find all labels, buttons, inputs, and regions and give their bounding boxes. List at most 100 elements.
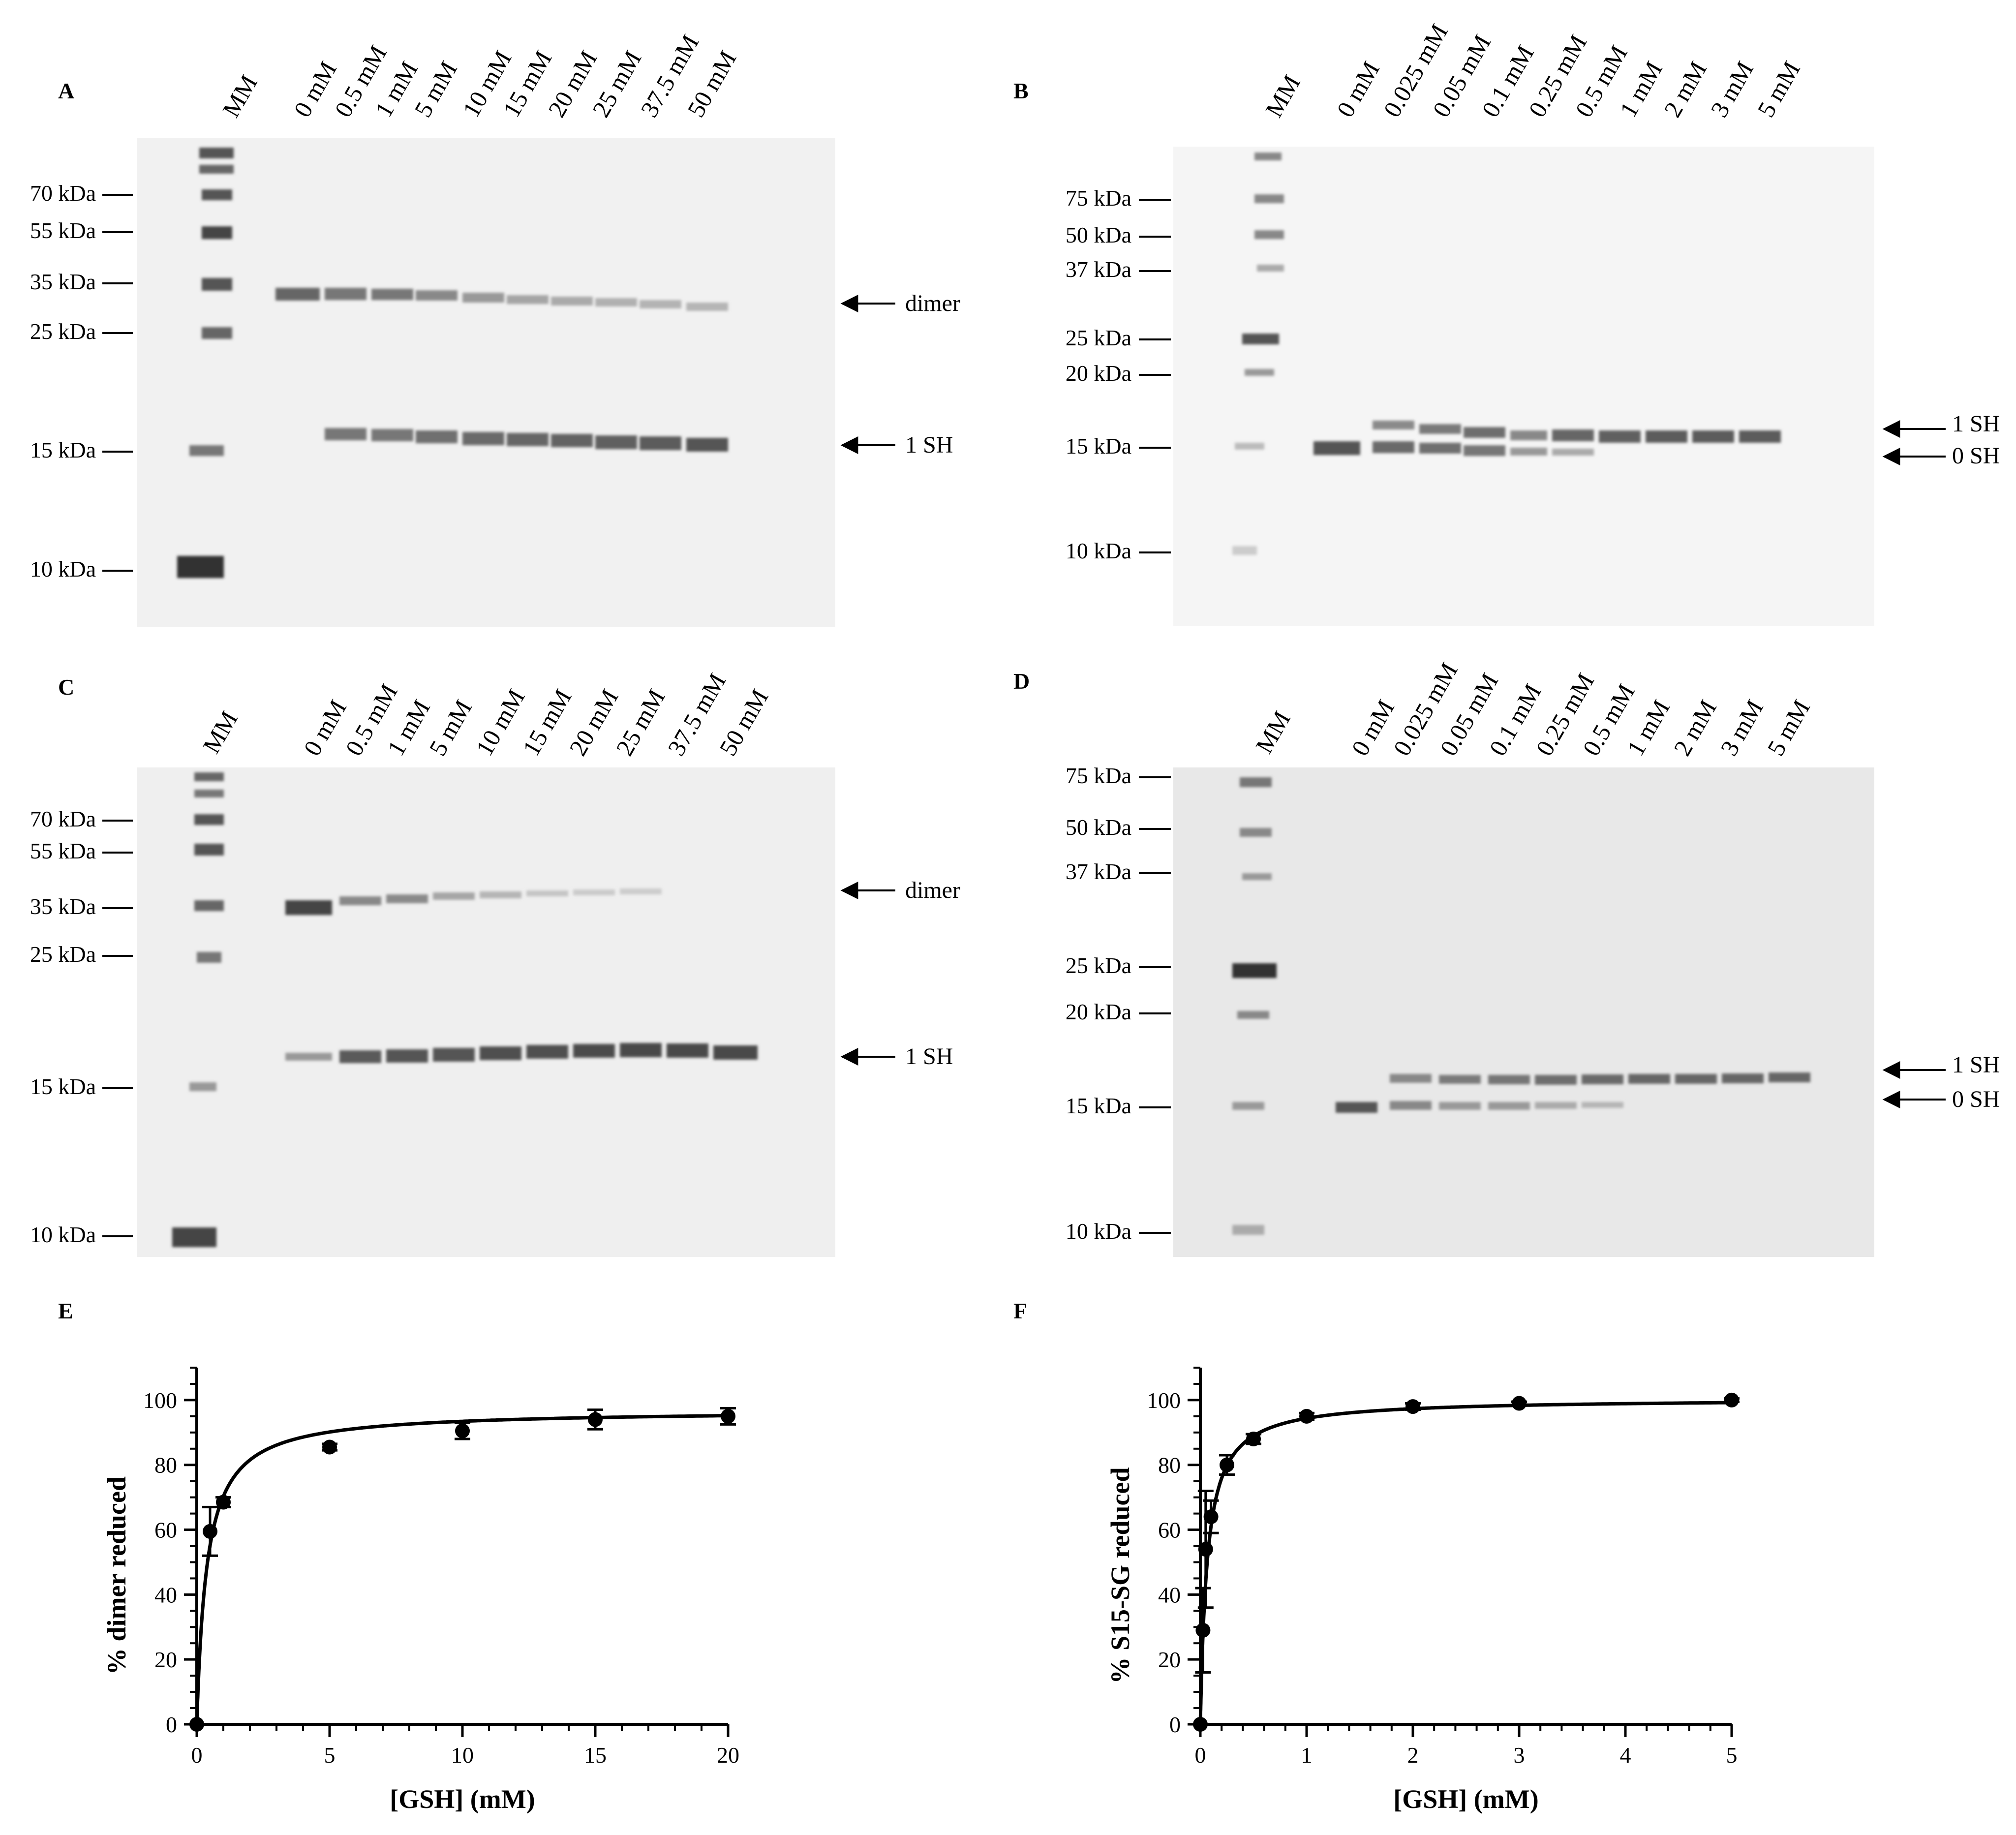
gel-band [620, 888, 662, 894]
panel-b-1sh-bands [1373, 421, 1781, 443]
gel-band [1373, 441, 1414, 453]
data-point [1198, 1542, 1213, 1557]
gel-band [1582, 1074, 1623, 1084]
gel-band [462, 432, 504, 445]
y-axis-title: % S15-SG reduced [1105, 1467, 1135, 1683]
data-point [1724, 1392, 1739, 1407]
marker-band [189, 1082, 216, 1091]
mw-label: 25 kDa [30, 942, 96, 967]
panel-c-marker-label: MM [197, 706, 243, 758]
gel-band [573, 1044, 615, 1058]
mw-label: 10 kDa [30, 556, 96, 581]
gel-band [526, 890, 568, 896]
marker-band [199, 148, 234, 158]
marker-band [1254, 230, 1284, 239]
band-label-1sh: 1 SH [905, 432, 953, 458]
x-tick-label: 0 [191, 1743, 203, 1768]
x-tick-label: 5 [324, 1743, 336, 1768]
mw-label: 20 kDa [1066, 999, 1131, 1024]
data-point [1195, 1622, 1211, 1638]
marker-band [1232, 963, 1277, 978]
gel-band [339, 1050, 381, 1063]
mw-label: 20 kDa [1066, 361, 1131, 386]
panel-a-marker-lane [177, 148, 234, 578]
band-label-dimer: dimer [905, 877, 960, 903]
gel-band [1464, 427, 1505, 438]
panel-a-letter: A [58, 78, 74, 103]
gel-band [1488, 1075, 1530, 1084]
panel-b-lane-labels: 0 mM 0.025 mM 0.05 mM 0.1 mM 0.25 mM 0.5… [1331, 19, 1805, 122]
gel-band [667, 1043, 708, 1058]
mw-label: 15 kDa [30, 1074, 96, 1099]
panel-a-mw-scale: 70 kDa 55 kDa 35 kDa 25 kDa 15 kDa 10 kD… [30, 181, 133, 581]
mw-label: 50 kDa [1066, 222, 1131, 247]
x-tick-label: 1 [1301, 1743, 1313, 1768]
lane-label: 5 mM [1752, 57, 1805, 122]
panel-b: B MM 0 mM 0.025 mM 0.05 mM 0.1 mM 0.25 m… [1013, 19, 2000, 626]
y-tick-label: 20 [154, 1647, 177, 1672]
mw-label: 10 kDa [1066, 1219, 1131, 1244]
gel-band [620, 1043, 662, 1057]
band-label-0sh: 0 SH [1952, 443, 2000, 469]
gel-band [386, 1049, 428, 1063]
panel-b-marker-lane [1232, 153, 1284, 555]
gel-band [325, 288, 367, 300]
marker-band [199, 165, 234, 174]
panel-c: C MM 0 mM 0.5 mM 1 mM 5 mM 10 mM 15 mM 2… [30, 669, 960, 1257]
gel-band [1692, 430, 1734, 443]
marker-band [1242, 873, 1272, 880]
gel-band [640, 300, 681, 308]
panel-a: A MM 0 mM 0.5 mM 1 mM 5 mM 10 mM 15 mM 2… [30, 30, 960, 627]
mw-label: 25 kDa [1066, 325, 1131, 350]
marker-band [194, 900, 224, 911]
marker-band [189, 445, 224, 456]
panel-d-letter: D [1013, 669, 1030, 694]
gel-band [686, 303, 728, 311]
panel-a-marker-label: MM [217, 70, 263, 122]
y-tick-label: 60 [1158, 1518, 1181, 1543]
band-label-1sh: 1 SH [1952, 411, 2000, 437]
marker-band [1257, 265, 1284, 272]
gel-band [686, 438, 728, 452]
lane-label: 3 mM [1705, 57, 1759, 122]
panel-f: F 0 1 2 3 4 5 0 20 40 60 80 100 [GSH] (mM) % S15-SG r… [1013, 1298, 1740, 1814]
gel-band [1488, 1102, 1530, 1110]
marker-band [194, 844, 224, 856]
x-tick-label: 3 [1514, 1743, 1525, 1768]
data-point [1246, 1432, 1261, 1446]
lane-label: 5 mM [409, 57, 462, 122]
x-tick-label: 4 [1620, 1743, 1631, 1768]
panel-c-marker-lane [172, 772, 224, 1247]
marker-band [202, 278, 232, 291]
gel-band [480, 1046, 521, 1060]
gel-band [1313, 441, 1360, 455]
marker-band [1232, 1225, 1264, 1235]
gel-band [1419, 424, 1461, 434]
mw-label: 50 kDa [1066, 815, 1131, 840]
panel-d-band-annotations: 1 SH 0 SH [1882, 1052, 2000, 1112]
mw-label: 35 kDa [30, 894, 96, 919]
gel-band [1646, 430, 1687, 443]
x-tick-label: 5 [1726, 1743, 1738, 1768]
y-tick-label: 0 [166, 1712, 177, 1737]
gel-band [551, 297, 593, 306]
panel-e-letter: E [58, 1298, 73, 1323]
mw-label: 75 kDa [1066, 185, 1131, 211]
gel-band [640, 436, 681, 450]
mw-label: 35 kDa [30, 269, 96, 294]
data-point [1512, 1396, 1527, 1411]
y-tick-label: 80 [1158, 1453, 1181, 1478]
x-tick-label: 15 [584, 1743, 607, 1768]
marker-band [177, 556, 224, 578]
marker-band [1232, 546, 1257, 555]
gel-band [1390, 1074, 1432, 1083]
panel-c-letter: C [58, 674, 74, 700]
gel-band [713, 1045, 758, 1060]
gel-band [275, 288, 320, 301]
gel-band [433, 1048, 475, 1062]
data-point [721, 1408, 735, 1424]
mw-label: 25 kDa [30, 319, 96, 344]
panel-b-band-annotations: 1 SH 0 SH [1882, 411, 2000, 469]
gel-band [325, 428, 367, 440]
chart-f: 0 1 2 3 4 5 0 20 40 60 80 100 [GSH] (mM) % S15-SG red… [1105, 1367, 1740, 1814]
